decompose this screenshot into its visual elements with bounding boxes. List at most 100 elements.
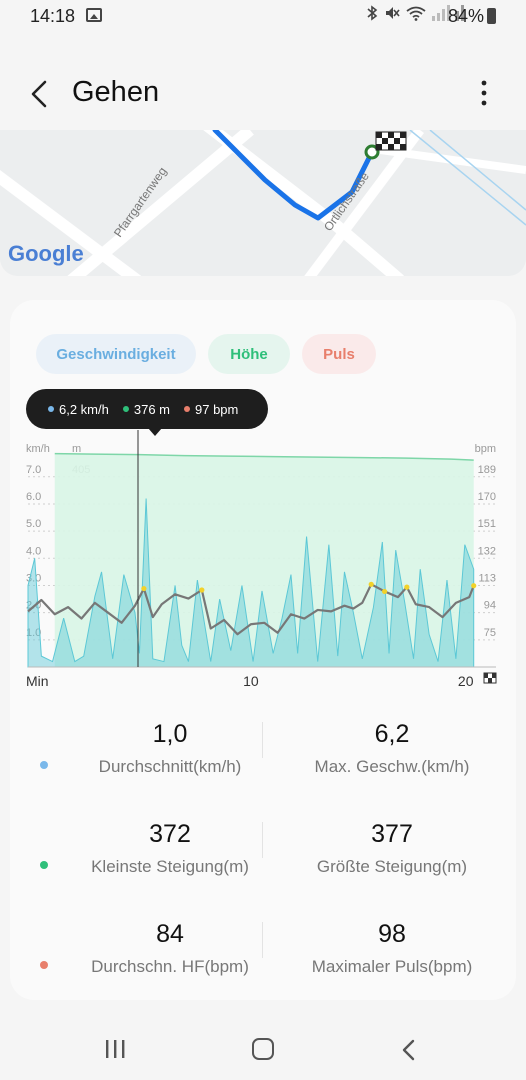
tooltip-pulse: 97 bpm <box>195 401 239 417</box>
altitude-area <box>54 453 474 667</box>
battery-icon <box>487 8 496 24</box>
stat-value: 98 <box>378 920 406 948</box>
pulse-peak-point <box>368 581 374 587</box>
finish-flag-square <box>488 678 492 683</box>
pulse-peak-point <box>199 587 205 593</box>
tab-pulse[interactable]: Puls <box>302 334 376 374</box>
speed-tick-label: 7.0 <box>26 464 41 476</box>
pulse-dot <box>184 406 190 412</box>
pulse-tick-label: 132 <box>478 545 496 557</box>
recent-apps-icon <box>106 1040 125 1058</box>
speed-tick-label: 4.0 <box>26 545 41 557</box>
bluetooth-icon <box>367 5 378 21</box>
back-arrow-icon <box>402 1039 415 1061</box>
back-button[interactable] <box>22 76 58 112</box>
pulse-tick-label: 113 <box>478 572 496 584</box>
pulse-tick-label: 189 <box>478 464 496 476</box>
speed-tick-label: 1.0 <box>26 627 41 639</box>
app-bar: Gehen <box>0 62 526 122</box>
home-button[interactable] <box>252 1038 274 1060</box>
pulse-peak-point <box>141 585 147 592</box>
more-vertical-icon <box>481 80 487 106</box>
pulse-tick-label: 94 <box>484 600 496 612</box>
map-canvas: Pfarrgartenweg Ortlichstraße Google <box>0 130 526 276</box>
pulse-peak-point <box>471 583 477 589</box>
stat-value: 84 <box>156 920 184 948</box>
tab-altitude-label: Höhe <box>230 345 268 363</box>
speed-unit-label: km/h <box>26 443 50 455</box>
stat-max-hr: 98 Maximaler Puls(bpm) <box>292 920 492 977</box>
stats-row-altitude: 372 Kleinste Steigung(m) 377 Größte Steigu… <box>10 820 516 900</box>
altitude-legend-dot <box>40 861 48 869</box>
stats-row-pulse: 84 Durchschn. HF(bpm) 98 Maximaler Puls(bp… <box>10 920 516 1000</box>
chevron-left-icon <box>31 80 47 108</box>
speed-tick-label: 3.0 <box>26 572 41 584</box>
stat-value: 1,0 <box>152 720 188 748</box>
stat-label: Kleinste Steigung(m) <box>91 857 249 876</box>
workout-detail-card: Geschwindigkeit Höhe Puls 6,2 km/h 376 m… <box>10 300 516 1000</box>
pulse-peak-point <box>381 588 388 595</box>
tooltip-altitude: 376 m <box>133 401 170 417</box>
stat-avg-speed: 1,0 Durchschnitt(km/h) <box>70 720 270 777</box>
stat-value: 6,2 <box>374 720 410 748</box>
altitude-unit-label: m <box>72 443 81 455</box>
x-axis-label: Min <box>26 673 49 689</box>
pulse-peak-point <box>404 584 410 590</box>
finish-flag-icon <box>375 131 407 151</box>
speed-dot <box>48 406 54 412</box>
stat-label: Durchschnitt(km/h) <box>98 757 242 776</box>
divider <box>262 822 263 858</box>
stat-label: Größte Steigung(m) <box>316 857 468 876</box>
finish-flag-square <box>492 673 496 678</box>
stat-label: Max. Geschw.(km/h) <box>314 757 470 776</box>
x-tick-label: 20 <box>458 673 474 689</box>
speed-area <box>27 498 475 668</box>
stat-label: Durchschn. HF(bpm) <box>91 957 249 976</box>
google-logo: Google <box>8 241 84 266</box>
stat-min-altitude: 372 Kleinste Steigung(m) <box>70 820 270 877</box>
wifi-icon <box>406 6 426 21</box>
signal-2-icon <box>456 5 464 21</box>
stat-max-speed: 6,2 Max. Geschw.(km/h) <box>292 720 492 777</box>
altitude-line <box>54 452 474 461</box>
tab-speed-label: Geschwindigkeit <box>56 345 176 363</box>
pulse-tick-label: 151 <box>478 518 496 530</box>
page-title: Gehen <box>72 76 160 108</box>
stats-row-speed: 1,0 Durchschnitt(km/h) 6,2 Max. Geschw.(km… <box>10 720 516 800</box>
mute-icon <box>386 7 400 19</box>
system-back-button[interactable] <box>398 1038 420 1062</box>
speed-legend-dot <box>40 761 48 769</box>
pulse-tick-label: 170 <box>478 491 496 503</box>
status-icons <box>366 5 466 21</box>
speed-tick-label: 5.0 <box>26 518 41 530</box>
status-bar: 14:18 84% <box>0 0 526 32</box>
tooltip-speed: 6,2 km/h <box>59 401 109 417</box>
speed-tick-label: 6.0 <box>26 491 41 503</box>
more-options-button[interactable] <box>474 78 494 108</box>
pulse-unit-label: bpm <box>475 443 496 455</box>
altitude-dot <box>122 406 129 412</box>
status-time: 14:18 <box>30 6 76 26</box>
pulse-legend-dot <box>40 961 48 969</box>
x-tick-label: 10 <box>243 673 259 689</box>
pulse-tick-label: 75 <box>484 627 496 639</box>
tab-pulse-label: Puls <box>323 345 355 363</box>
stat-value: 372 <box>149 820 191 848</box>
tab-speed[interactable]: Geschwindigkeit <box>36 334 196 374</box>
stat-label: Maximaler Puls(bpm) <box>311 957 473 976</box>
stat-avg-hr: 84 Durchschn. HF(bpm) <box>70 920 270 977</box>
divider <box>262 922 263 958</box>
route-map[interactable]: Pfarrgartenweg Ortlichstraße Google <box>0 130 526 276</box>
recent-apps-button[interactable] <box>104 1040 126 1058</box>
end-marker <box>364 144 380 160</box>
divider <box>262 722 263 758</box>
gallery-notification-icon <box>86 8 102 22</box>
tab-altitude[interactable]: Höhe <box>208 334 290 374</box>
signal-icon <box>432 5 450 21</box>
finish-flag-square <box>484 673 488 678</box>
battery-percent: 84% <box>447 6 484 26</box>
stat-max-altitude: 377 Größte Steigung(m) <box>292 820 492 877</box>
stat-value: 377 <box>371 820 413 848</box>
system-nav-bar <box>0 1010 526 1080</box>
